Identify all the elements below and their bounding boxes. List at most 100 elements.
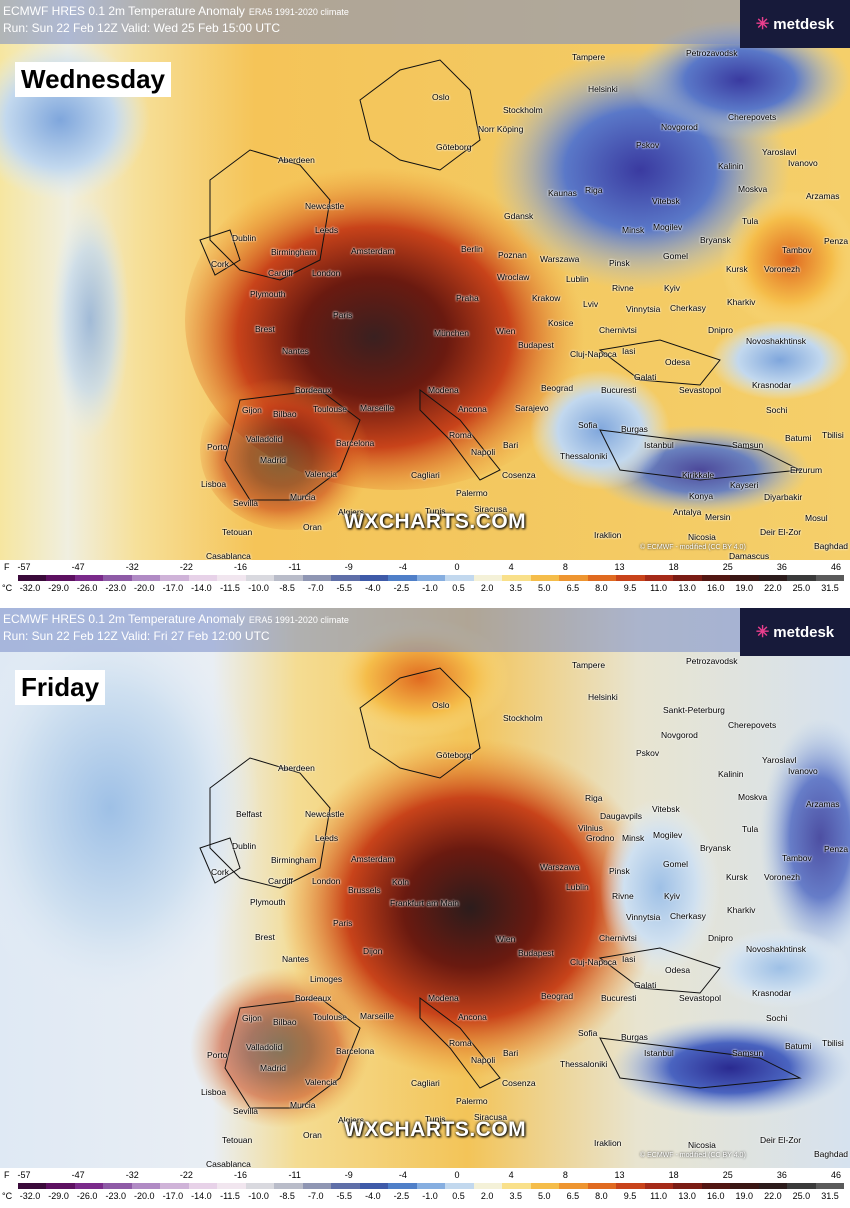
city-label: Nicosia (688, 532, 716, 542)
city-label: Arzamas (806, 799, 840, 809)
city-label: Kosice (548, 318, 574, 328)
legend-swatch (388, 575, 417, 581)
city-label: Daugavpils (600, 811, 643, 821)
city-label: Odesa (665, 357, 691, 367)
title-text: ECMWF HRES 0.1 2m Temperature Anomaly (3, 4, 245, 18)
city-label: Wien (496, 326, 516, 336)
legend-swatch (18, 1183, 47, 1189)
city-label: Budapest (518, 340, 554, 350)
c-tick-label: 19.0 (735, 1191, 754, 1201)
city-label: Oslo (432, 92, 450, 102)
chart-header: ECMWF HRES 0.1 2m Temperature Anomaly ERA… (0, 0, 740, 44)
city-label: Voronezh (764, 264, 800, 274)
city-label: London (312, 876, 341, 886)
city-label: Istanbul (644, 440, 674, 450)
city-label: Lisboa (201, 479, 227, 489)
city-label: Mersin (705, 512, 731, 522)
city-label: Dnipro (708, 933, 734, 943)
legend-swatch (815, 575, 845, 581)
c-tick-label: -20.0 (134, 1191, 155, 1201)
f-tick-label: 18 (668, 562, 679, 572)
city-label: Novoshakhtinsk (746, 336, 807, 346)
legend-swatch (502, 575, 531, 581)
city-label: Kalinin (718, 769, 744, 779)
city-label: Yaroslavl (762, 755, 797, 765)
city-label: Tbilisi (822, 430, 844, 440)
city-label: Nantes (282, 954, 309, 964)
city-label: Oran (303, 522, 322, 532)
legend-swatch (673, 575, 702, 581)
city-label: Kyiv (664, 891, 681, 901)
city-label: Gijon (242, 405, 262, 415)
city-label: Tampere (572, 660, 606, 670)
legend-swatch (559, 1183, 588, 1189)
metdesk-mark-icon: ✳ (755, 16, 770, 33)
c-tick-label: -1.0 (422, 583, 438, 593)
city-label: Ancona (458, 1012, 487, 1022)
city-label: Istanbul (644, 1048, 674, 1058)
c-tick-label: 9.5 (623, 1191, 637, 1201)
legend-swatch (274, 1183, 303, 1189)
city-label: Cherepovets (728, 112, 777, 122)
f-tick-label: -9 (344, 1170, 353, 1180)
city-label: Baghdad (814, 1149, 849, 1159)
city-label: Norr Köping (478, 124, 524, 134)
f-tick-label: 13 (614, 562, 625, 572)
c-tick-label: -11.5 (220, 583, 240, 593)
city-label: Ancona (458, 404, 487, 414)
legend-swatch (160, 575, 189, 581)
city-label: Bilbao (273, 1017, 297, 1027)
city-label: Roma (449, 1038, 472, 1048)
legend-swatch (245, 1183, 275, 1189)
city-label: Voronezh (764, 872, 800, 882)
city-label: Sankt-Peterburg (663, 705, 725, 715)
city-label: Tula (742, 824, 759, 834)
chart-title: ECMWF HRES 0.1 2m Temperature Anomaly ERA… (3, 4, 349, 18)
celsius-ticks: -32.0 -29.0 -26.0 -23.0 -20.0 -17.0 -14.0 -11.5… (18, 1191, 844, 1203)
city-label: Tbilisi (822, 1038, 844, 1048)
city-label: Burgas (621, 424, 648, 434)
legend-swatch (188, 575, 218, 581)
city-label: Tetouan (222, 1135, 253, 1145)
c-tick-label: 13.0 (678, 583, 696, 593)
city-label: Diyarbakir (764, 492, 803, 502)
city-label: Krakow (532, 293, 561, 303)
legend-swatch (103, 1183, 132, 1189)
legend-swatch (416, 575, 446, 581)
city-label: Marseille (360, 403, 395, 413)
c-tick-label: -11.5 (220, 1191, 240, 1201)
city-label: Casablanca (206, 551, 251, 561)
anomaly-map (0, 0, 850, 560)
city-label: Nicosia (688, 1140, 716, 1150)
celsius-unit: °C (2, 583, 13, 593)
city-label: Murcia (290, 1100, 316, 1110)
city-label: Iasi (622, 954, 636, 964)
city-label: Odesa (665, 965, 691, 975)
city-label: Tambov (782, 245, 812, 255)
f-tick-label: -4 (398, 562, 407, 572)
city-label: Berlin (461, 244, 483, 254)
chart-header: ECMWF HRES 0.1 2m Temperature Anomaly ERA… (0, 608, 740, 652)
city-label: Sarajevo (515, 403, 549, 413)
city-label: Tetouan (222, 527, 253, 537)
city-label: Iasi (622, 346, 636, 356)
c-tick-label: 25.0 (792, 583, 811, 593)
city-label: Palermo (456, 1096, 488, 1106)
city-label: Baghdad (814, 541, 849, 551)
city-label: Toulouse (313, 1012, 348, 1022)
legend-swatch (473, 575, 503, 581)
city-label: Kayseri (730, 480, 759, 490)
c-tick-label: -10.0 (248, 583, 269, 593)
city-label: Modena (428, 993, 459, 1003)
legend-swatch (787, 1183, 816, 1189)
city-label: Madrid (260, 1063, 286, 1073)
city-label: Helsinki (588, 84, 618, 94)
city-label: Erzurum (790, 465, 823, 475)
city-label: Brest (255, 932, 275, 942)
city-label: Toulouse (313, 404, 348, 414)
legend-swatch (530, 575, 560, 581)
metdesk-logo: ✳ metdesk (740, 608, 850, 656)
city-label: Tunis (425, 1114, 446, 1124)
city-label: Novgorod (661, 122, 698, 132)
city-label: Iraklion (594, 530, 622, 540)
